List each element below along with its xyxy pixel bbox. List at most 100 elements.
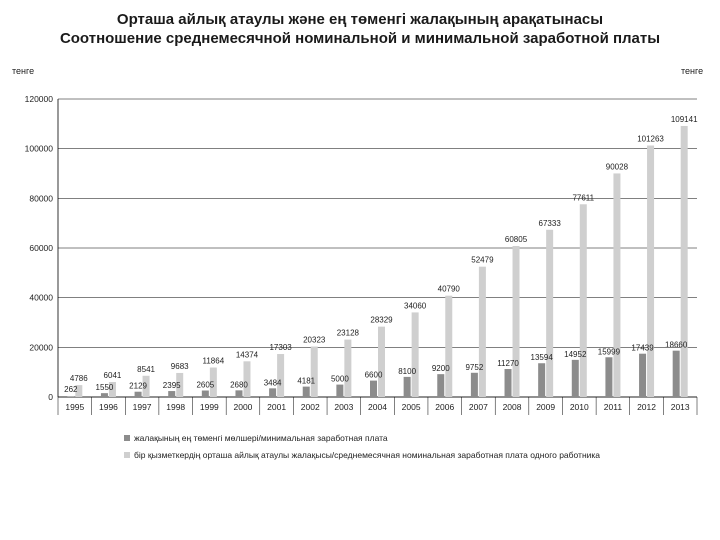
bar-average [512, 246, 520, 397]
legend-swatch-minimum [124, 435, 130, 441]
data-label-minimum: 262 [64, 385, 78, 394]
data-label-minimum: 3484 [264, 378, 282, 387]
bar-minimum [201, 390, 209, 397]
data-label-average: 109141 [671, 115, 698, 124]
x-tick-label: 1995 [65, 402, 84, 412]
data-label-average: 23128 [337, 329, 360, 338]
x-tick-label: 2013 [671, 402, 690, 412]
x-tick-label: 2000 [234, 402, 253, 412]
bar-average [647, 145, 655, 397]
bar-minimum [100, 393, 108, 397]
bar-minimum [235, 390, 243, 397]
data-label-minimum: 11270 [497, 359, 519, 368]
chart-subtitle: Соотношение среднемесячной номинальной и… [59, 30, 661, 47]
data-label-average: 8541 [137, 365, 155, 374]
bar-average [680, 125, 688, 397]
bar-average [243, 361, 251, 397]
data-label-minimum: 2680 [230, 380, 248, 389]
data-label-minimum: 5000 [331, 375, 349, 384]
x-tick-label: 2010 [570, 402, 589, 412]
legend-item-average: бір қызметкердің орташа айлық атаулы жал… [124, 450, 600, 460]
chart-title: Орташа айлық атаулы және ең төменгі жала… [116, 11, 604, 28]
y-tick-label: 80000 [29, 193, 53, 203]
data-label-minimum: 18660 [665, 341, 688, 350]
data-label-average: 101263 [637, 135, 664, 144]
bar-average [75, 385, 83, 397]
data-label-minimum: 13594 [531, 353, 554, 362]
bar-minimum [571, 359, 579, 397]
bar-minimum [67, 396, 75, 397]
legend-label-average: бір қызметкердің орташа айлық атаулы жал… [134, 450, 601, 460]
data-label-minimum: 6600 [365, 371, 383, 380]
data-label-minimum: 15999 [598, 347, 621, 356]
bar-minimum [605, 357, 613, 397]
bar-average [445, 295, 453, 397]
data-label-average: 9683 [171, 362, 189, 371]
data-label-minimum: 1550 [96, 383, 114, 392]
y-tick-label: 120000 [25, 94, 54, 104]
data-label-minimum: 2395 [163, 381, 181, 390]
y-axis-unit-right: тенге [681, 66, 704, 76]
bar-minimum [470, 372, 478, 397]
data-label-minimum: 9752 [465, 363, 483, 372]
data-label-average: 90028 [606, 162, 629, 171]
y-tick-label: 40000 [29, 293, 53, 303]
legend-swatch-average [124, 452, 130, 458]
bar-minimum [403, 376, 411, 397]
bar-average [344, 339, 352, 397]
x-tick-label: 1999 [200, 402, 219, 412]
bar-average [209, 367, 217, 397]
y-axis-unit-left: тенге [12, 66, 35, 76]
bar-average [310, 346, 318, 397]
bar-average [378, 326, 385, 397]
bar-average [277, 354, 285, 397]
data-label-average: 4786 [70, 374, 88, 383]
legend-label-minimum: жалақының ең төменгі мөлшері/минимальная… [134, 433, 388, 443]
x-tick-label: 2006 [435, 402, 454, 412]
bar-average [579, 204, 587, 397]
data-label-average: 67333 [539, 219, 562, 228]
x-tick-label: 2012 [637, 402, 656, 412]
data-label-minimum: 2129 [129, 382, 147, 391]
data-label-average: 6041 [104, 371, 122, 380]
x-tick-label: 1996 [99, 402, 118, 412]
bar-average [108, 381, 116, 397]
legend-item-minimum: жалақының ең төменгі мөлшері/минимальная… [124, 433, 388, 443]
bar-average [176, 372, 184, 397]
data-label-average: 52479 [471, 256, 494, 265]
data-label-average: 14374 [236, 350, 259, 359]
data-label-average: 60805 [505, 235, 528, 244]
bar-average [478, 266, 486, 397]
data-label-average: 20323 [303, 336, 326, 345]
bar-minimum [134, 391, 142, 397]
x-tick-label: 2009 [536, 402, 555, 412]
bar-average [613, 173, 621, 397]
x-tick-label: 2005 [402, 402, 421, 412]
y-tick-label: 60000 [29, 243, 53, 253]
y-tick-label: 0 [48, 392, 53, 402]
bar-minimum [168, 391, 176, 397]
x-tick-label: 2002 [301, 402, 320, 412]
data-label-minimum: 2605 [196, 381, 214, 390]
bar-minimum [336, 384, 344, 397]
data-label-average: 40790 [438, 285, 461, 294]
x-tick-label: 1997 [133, 402, 152, 412]
x-tick-label: 2007 [469, 402, 488, 412]
x-tick-label: 1998 [166, 402, 185, 412]
x-tick-label: 2003 [334, 402, 353, 412]
bar-minimum [538, 363, 546, 397]
bar-average [411, 312, 419, 397]
x-tick-label: 2008 [503, 402, 522, 412]
data-label-average: 28329 [370, 316, 393, 325]
bar-minimum [672, 350, 680, 397]
data-label-minimum: 4181 [297, 377, 315, 386]
bar-minimum [302, 386, 310, 397]
data-label-average: 34060 [404, 301, 427, 310]
bar-average [546, 229, 554, 397]
bar-minimum [269, 388, 277, 397]
bar-minimum [639, 353, 647, 397]
bar-average [142, 375, 150, 397]
x-tick-label: 2001 [267, 402, 286, 412]
bar-minimum [504, 369, 512, 397]
